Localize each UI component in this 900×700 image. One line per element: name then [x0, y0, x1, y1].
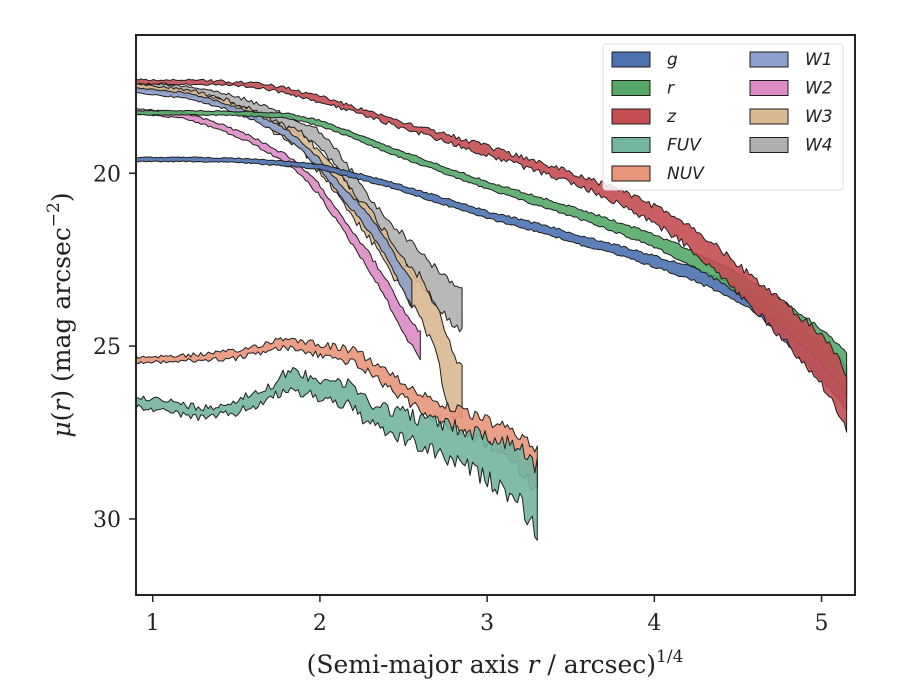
x-tick-label: 5: [815, 611, 829, 636]
band-W1: [136, 87, 413, 309]
x-tick-label: 2: [313, 611, 327, 636]
band-W2: [136, 107, 421, 361]
profile-bands: [136, 78, 848, 541]
y-tick-label: 30: [93, 508, 121, 533]
legend-label-NUV: NUV: [667, 164, 705, 184]
legend-swatch-z: [611, 108, 651, 125]
x-tick-label: 3: [480, 611, 494, 636]
y-tick-label: 25: [93, 335, 121, 360]
y-tick-label: 20: [93, 162, 121, 187]
y-axis-label: μ(r) (mag arcsec−2): [44, 192, 76, 437]
legend-label-W2: W2: [805, 79, 833, 99]
y-axis-ticks: 20 25 30: [93, 162, 136, 533]
legend-label-r: r: [667, 79, 675, 99]
x-axis-ticks: 1 2 3 4 5: [146, 595, 829, 636]
legend-swatch-g: [611, 51, 651, 68]
legend-label-W4: W4: [805, 136, 833, 156]
legend-swatch-r: [611, 80, 651, 96]
legend-label-g: g: [667, 50, 678, 70]
legend-swatch-W1: [749, 51, 789, 68]
legend-swatch-W2: [749, 80, 789, 96]
x-tick-label: 4: [647, 611, 661, 636]
band-z: [136, 78, 848, 433]
x-axis-label: (Semi-major axis r / arcsec)1/4: [307, 647, 684, 679]
legend-label-W1: W1: [805, 50, 833, 70]
legend-swatch-W3: [749, 108, 789, 125]
legend-label-W3: W3: [805, 107, 833, 127]
legend-swatch-NUV: [611, 165, 651, 182]
band-FUV: [136, 367, 538, 541]
legend-label-FUV: FUV: [667, 136, 702, 156]
x-tick-label: 1: [146, 611, 160, 636]
legend-label-z: z: [666, 107, 677, 127]
legend-swatch-FUV: [611, 137, 651, 153]
legend-swatch-W4: [749, 137, 789, 153]
chart-legend: grz FUV NUV W1 W2 W3 W4: [602, 43, 844, 191]
plot-frame: [135, 34, 856, 596]
